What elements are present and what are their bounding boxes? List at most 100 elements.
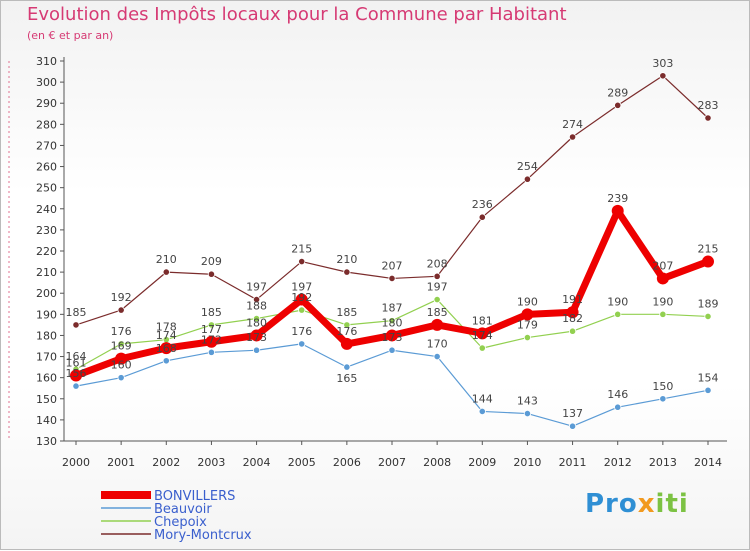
series-line-beauvoir: [75, 343, 709, 427]
x-tick-label: 2003: [197, 456, 225, 469]
data-point: [656, 272, 669, 285]
y-tick-label: 290: [36, 97, 57, 110]
data-point: [252, 295, 261, 304]
data-point: [704, 312, 712, 321]
y-tick-label: 230: [36, 224, 57, 237]
data-point: [72, 321, 80, 329]
data-point: [431, 318, 444, 331]
data-label: 207: [382, 259, 403, 272]
y-tick-label: 310: [36, 55, 57, 68]
data-point: [386, 329, 398, 342]
data-label: 173: [246, 331, 267, 344]
data-point: [250, 329, 263, 342]
data-point: [343, 268, 351, 276]
data-label: 182: [562, 312, 583, 325]
data-point: [117, 306, 125, 314]
data-label: 173: [382, 331, 403, 344]
data-point: [521, 308, 534, 321]
x-tick-label: 2002: [152, 456, 180, 469]
data-label: 154: [698, 371, 719, 384]
data-label: 178: [156, 321, 177, 334]
data-label: 192: [291, 291, 312, 304]
y-tick-label: 190: [36, 308, 57, 321]
x-tick-label: 2005: [288, 456, 316, 469]
data-label: 197: [427, 281, 448, 294]
data-point: [614, 101, 622, 109]
y-tick-label: 280: [36, 118, 57, 131]
data-label: 192: [111, 291, 132, 304]
y-tick-label: 240: [36, 203, 57, 216]
data-label: 165: [336, 372, 357, 385]
data-label: 181: [472, 314, 493, 327]
data-label: 190: [607, 295, 628, 308]
data-label: 174: [156, 329, 177, 342]
data-label: 236: [472, 198, 493, 211]
data-label: 176: [111, 325, 132, 338]
data-label: 176: [291, 325, 312, 338]
data-point: [252, 314, 261, 323]
data-point: [476, 327, 489, 340]
data-label: 207: [652, 259, 673, 272]
x-tick-label: 2000: [62, 456, 90, 469]
data-label: 191: [562, 293, 583, 306]
data-point: [702, 255, 714, 268]
data-point: [162, 357, 170, 365]
data-label: 161: [66, 357, 87, 370]
data-label: 160: [111, 359, 132, 372]
x-tick-label: 2007: [378, 456, 406, 469]
x-tick-label: 2010: [513, 456, 541, 469]
y-tick-label: 130: [36, 435, 57, 448]
y-tick-label: 150: [36, 393, 57, 406]
data-point: [160, 342, 173, 355]
data-point: [568, 422, 577, 430]
data-point: [659, 72, 667, 80]
data-label: 289: [607, 86, 628, 99]
data-point: [566, 306, 579, 319]
x-tick-label: 2014: [694, 456, 722, 469]
data-label: 144: [472, 392, 493, 405]
data-label: 172: [201, 333, 222, 346]
data-label: 185: [66, 306, 87, 319]
data-label: 156: [66, 367, 87, 380]
data-point: [704, 386, 712, 394]
data-label: 176: [336, 325, 357, 338]
data-label: 185: [427, 306, 448, 319]
data-label: 143: [517, 395, 538, 408]
y-tick-label: 260: [36, 161, 57, 174]
y-tick-label: 160: [36, 372, 57, 385]
data-label: 168: [156, 342, 177, 355]
chart-title: Evolution des Impôts locaux pour la Comm…: [27, 4, 567, 25]
data-point: [388, 317, 396, 325]
data-point: [207, 348, 216, 356]
data-point: [162, 268, 170, 276]
x-tick-label: 2011: [559, 456, 587, 469]
x-tick-label: 2009: [468, 456, 496, 469]
data-label: 146: [607, 388, 628, 401]
data-point: [523, 175, 532, 183]
data-point: [72, 382, 80, 390]
x-tick-label: 2006: [333, 456, 361, 469]
data-label: 174: [472, 329, 493, 342]
data-label: 187: [382, 302, 403, 315]
data-point: [611, 204, 624, 217]
data-point: [433, 295, 441, 304]
y-tick-label: 200: [36, 287, 57, 300]
data-label: 303: [652, 57, 673, 70]
y-tick-label: 250: [36, 182, 57, 195]
data-label: 215: [698, 243, 719, 256]
data-label: 209: [201, 255, 222, 268]
x-tick-label: 2008: [423, 456, 451, 469]
data-label: 197: [246, 281, 267, 294]
data-point: [117, 374, 125, 382]
data-label: 185: [201, 306, 222, 319]
legend-label: BONVILLERS: [154, 489, 235, 504]
data-point: [298, 257, 306, 266]
x-tick-label: 2012: [604, 456, 632, 469]
data-label: 274: [562, 118, 583, 131]
y-tick-label: 170: [36, 351, 57, 364]
data-point: [388, 274, 396, 283]
data-label: 190: [517, 295, 538, 308]
data-point: [252, 346, 261, 354]
x-tick-label: 2001: [107, 456, 135, 469]
